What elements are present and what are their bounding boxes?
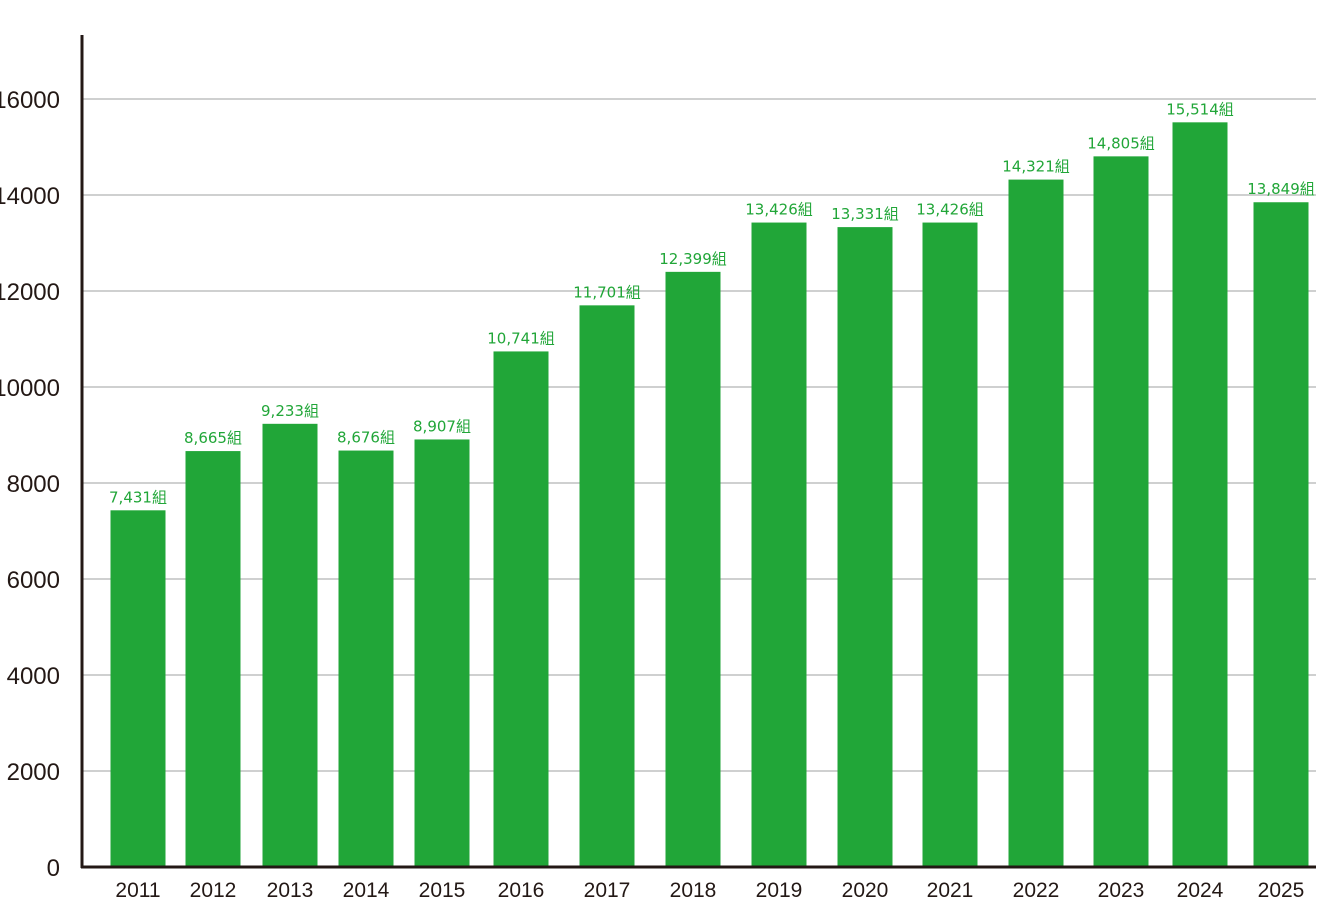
data-label: 13,331組: [831, 205, 899, 223]
bar-2016: [493, 351, 549, 867]
x-tick-label: 2024: [1177, 879, 1224, 902]
x-tick-label: 2018: [670, 879, 717, 902]
bar-2018: [665, 271, 721, 867]
bar-2022: [1008, 179, 1064, 868]
x-tick-label: 2014: [343, 879, 390, 902]
bar-2011: [110, 510, 166, 867]
bar-2019: [751, 222, 807, 867]
data-label: 13,426組: [916, 201, 984, 219]
x-tick-label: 2017: [584, 879, 631, 902]
y-tick-label: 2000: [7, 759, 60, 786]
x-tick-label: 2025: [1258, 879, 1305, 902]
x-tick-label: 2015: [419, 879, 466, 902]
y-tick-label: 14000: [0, 183, 60, 210]
x-tick-label: 2022: [1013, 879, 1060, 902]
bar-2014: [338, 450, 394, 867]
data-label: 8,665組: [184, 429, 242, 447]
bar-2023: [1093, 156, 1149, 868]
x-tick-label: 2016: [498, 879, 545, 902]
data-label: 13,426組: [745, 201, 813, 219]
x-tick-label: 2019: [756, 879, 803, 902]
bar-2017: [579, 305, 635, 867]
x-tick-label: 2013: [267, 879, 314, 902]
y-tick-label: 0: [47, 855, 60, 882]
y-tick-label: 6000: [7, 567, 60, 594]
bar-2015: [414, 439, 470, 867]
data-labels: 7,431組 8,665組 9,233組 8,676組 8,907組 10,741組 11,…: [109, 100, 1315, 506]
data-label: 14,805組: [1087, 134, 1155, 152]
bar-2013: [262, 423, 318, 867]
y-tick-label: 12000: [0, 279, 60, 306]
x-tick-labels: 2011 2012 2013 2014 2015 2016 2017 2018 2019 2020…: [115, 879, 1304, 902]
data-label: 8,676組: [337, 429, 395, 447]
data-label: 15,514組: [1166, 100, 1234, 118]
axes: [80, 35, 1316, 869]
y-tick-labels: 0 2000 4000 6000 8000 10000 12000 14000 16000: [0, 87, 60, 882]
y-tick-label: 10000: [0, 375, 60, 402]
data-label: 13,849組: [1247, 180, 1315, 198]
bar-2020: [837, 227, 893, 867]
y-tick-label: 4000: [7, 663, 60, 690]
bar-2021: [922, 222, 978, 867]
y-tick-label: 8000: [7, 471, 60, 498]
bar-2024: [1172, 122, 1228, 867]
data-label: 11,701組: [573, 283, 641, 301]
x-tick-label: 2012: [190, 879, 237, 902]
data-label: 9,233組: [261, 402, 319, 420]
x-tick-label: 2020: [842, 879, 889, 902]
x-tick-label: 2021: [927, 879, 974, 902]
bar-2025: [1253, 202, 1309, 868]
data-label: 7,431組: [109, 488, 167, 506]
x-tick-label: 2023: [1098, 879, 1145, 902]
data-label: 10,741組: [487, 329, 555, 347]
bar-2012: [185, 451, 241, 867]
y-tick-label: 16000: [0, 87, 60, 114]
x-tick-label: 2011: [115, 879, 160, 902]
bars: [110, 122, 1309, 868]
data-label: 8,907組: [413, 417, 471, 435]
data-label: 14,321組: [1002, 158, 1070, 176]
data-label: 12,399組: [659, 250, 727, 268]
